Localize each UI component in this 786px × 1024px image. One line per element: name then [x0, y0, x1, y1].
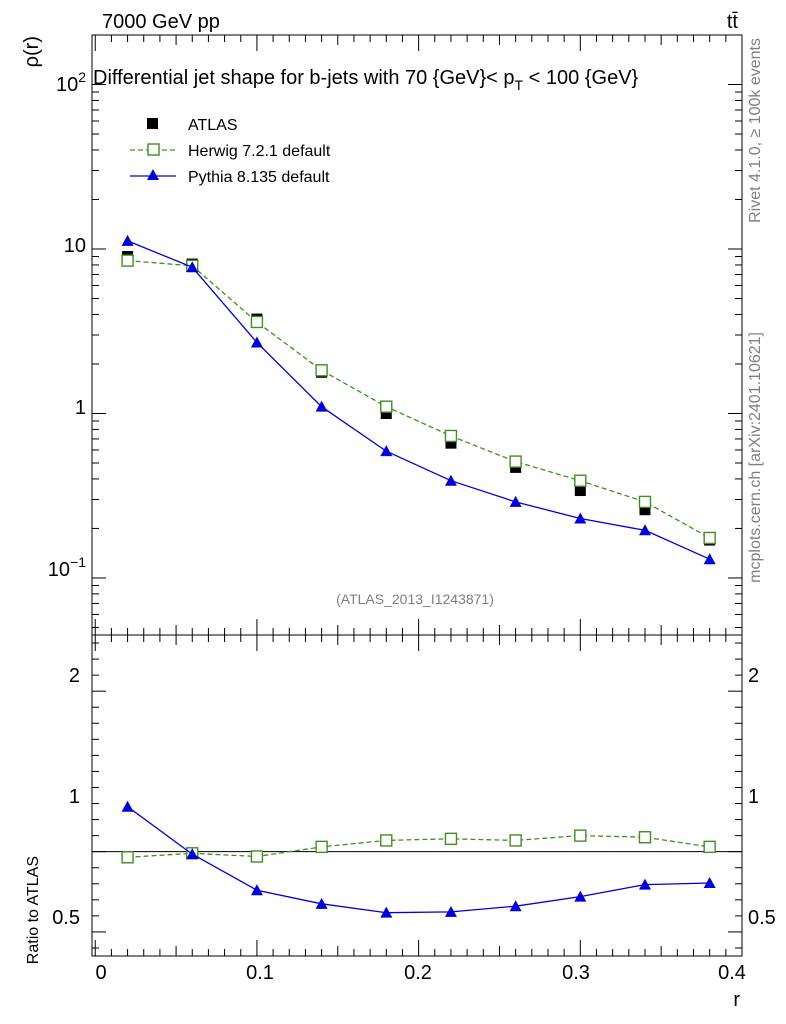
- ratio-y-tick-label-right-1: 1: [748, 786, 759, 808]
- legend: ATLAS Herwig 7.2.1 default Pythia 8.135 …: [130, 117, 331, 186]
- data-point-atlas-7: [574, 485, 586, 497]
- data-point-herwig-6: [509, 455, 522, 468]
- ratio-plot-series: [121, 800, 716, 918]
- ratio-y-tick-label-0.5: 0.5: [52, 907, 80, 929]
- ratio-y-tick-label-1: 1: [69, 786, 80, 808]
- ratio-point-pythia-2: [250, 884, 263, 896]
- x-tick-label-0.3: 0.3: [562, 962, 590, 984]
- data-point-herwig-9: [703, 531, 716, 545]
- data-point-pythia-9: [703, 553, 716, 565]
- ratio-plot-frame: [91, 634, 743, 957]
- data-point-herwig-7: [574, 474, 587, 487]
- legend-marker-herwig: [147, 143, 160, 156]
- data-point-herwig-4: [380, 400, 393, 413]
- ratio-y-tick-label-right-2: 2: [748, 665, 759, 687]
- data-point-pythia-4: [380, 445, 393, 457]
- rivet-version-label: Rivet 4.1.0, ≥ 100k events: [747, 38, 764, 223]
- x-tick-label-0.1: 0.1: [246, 962, 274, 984]
- ratio-point-pythia-3: [315, 897, 328, 909]
- ratio-point-pythia-0: [121, 800, 134, 812]
- ratio-y-axis-label: Ratio to ATLAS: [25, 856, 42, 964]
- main-y-axis-ticks: [92, 34, 742, 628]
- y-tick-label-1: 1: [75, 397, 86, 419]
- y-tick-label-10: 10: [64, 235, 86, 257]
- data-point-pythia-8: [638, 524, 651, 536]
- data-point-herwig-0: [121, 254, 134, 267]
- ratio-y-tick-label-2: 2: [69, 665, 80, 687]
- ratio-y-tick-label-right-0.5: 0.5: [748, 907, 776, 929]
- ratio-point-herwig-2: [250, 850, 264, 863]
- ratio-point-pythia-9: [703, 876, 716, 888]
- data-point-pythia-2: [250, 336, 263, 348]
- legend-marker-atlas: [147, 118, 158, 129]
- data-point-atlas-8: [639, 504, 651, 516]
- ratio-point-herwig-5: [444, 832, 458, 846]
- ratio-point-pythia-7: [574, 890, 587, 902]
- ratio-point-pythia-4: [380, 906, 393, 918]
- energy-label: 7000 GeV pp: [102, 11, 220, 33]
- legend-label-herwig: Herwig 7.2.1 default: [188, 143, 331, 160]
- chart-title: Differential jet shape for b-jets with 7…: [93, 67, 639, 93]
- data-point-atlas-5: [445, 437, 457, 449]
- data-point-pythia-5: [444, 474, 457, 486]
- x-tick-label-0: 0: [95, 962, 106, 984]
- y-tick-label-0.1: 10−1: [48, 554, 86, 581]
- ratio-point-pythia-8: [638, 878, 651, 890]
- data-point-pythia-1: [186, 261, 199, 273]
- legend-label-atlas: ATLAS: [188, 117, 238, 134]
- ratio-point-herwig-8: [638, 831, 652, 844]
- series-line-pythia: [127, 240, 710, 560]
- ratio-point-pythia-1: [186, 848, 199, 860]
- data-point-pythia-7: [574, 512, 587, 524]
- data-point-pythia-0: [121, 234, 134, 246]
- y-tick-label-100: 102: [56, 69, 86, 96]
- ratio-point-herwig-4: [380, 834, 393, 847]
- ratio-line-herwig: [127, 834, 710, 858]
- analysis-id-label: (ATLAS_2013_I1243871): [336, 591, 494, 607]
- x-tick-label-0.4: 0.4: [718, 962, 746, 984]
- data-point-herwig-3: [315, 364, 328, 377]
- data-point-pythia-3: [315, 400, 328, 412]
- ratio-point-herwig-6: [509, 834, 522, 847]
- process-label: tt̄: [727, 11, 739, 33]
- data-point-pythia-6: [509, 495, 522, 507]
- ratio-point-pythia-6: [509, 900, 522, 912]
- data-point-herwig-2: [250, 315, 264, 329]
- ratio-point-pythia-5: [444, 905, 457, 917]
- x-axis-label: r: [733, 989, 740, 1011]
- x-axis-ticks: [94, 35, 743, 956]
- ratio-point-herwig-3: [315, 840, 328, 854]
- x-tick-label-0.2: 0.2: [404, 962, 432, 984]
- ratio-point-herwig-0: [121, 851, 134, 864]
- ratio-line-pythia: [127, 806, 710, 914]
- mcplots-source-label: mcplots.cern.ch [arXiv:2401.10621]: [747, 332, 764, 583]
- y-axis-label: ρ(r): [21, 36, 43, 67]
- data-point-herwig-8: [638, 495, 652, 509]
- ratio-point-herwig-7: [574, 829, 587, 842]
- legend-marker-pythia: [147, 169, 159, 180]
- ratio-point-herwig-9: [703, 840, 716, 854]
- data-point-atlas-4: [380, 407, 392, 419]
- data-point-herwig-5: [444, 429, 458, 443]
- series-line-herwig: [127, 259, 711, 539]
- legend-label-pythia: Pythia 8.135 default: [188, 169, 330, 186]
- main-plot-series: [121, 234, 716, 565]
